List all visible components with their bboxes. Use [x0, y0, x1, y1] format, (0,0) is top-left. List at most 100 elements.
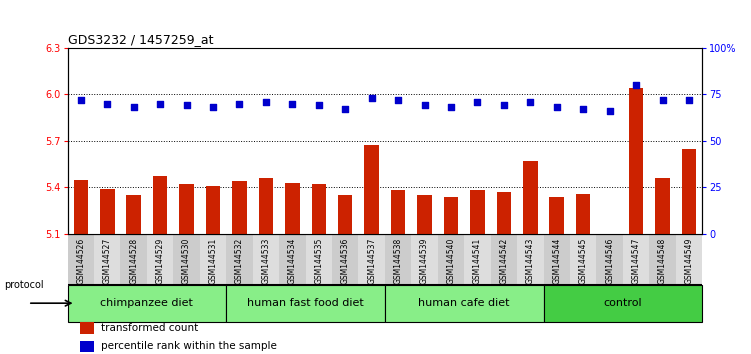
Text: GSM144527: GSM144527: [103, 238, 112, 284]
Bar: [470, 190, 484, 234]
Bar: [120, 234, 147, 285]
Bar: [279, 234, 306, 285]
Bar: [496, 192, 511, 234]
Point: [154, 101, 166, 107]
Point: [472, 99, 484, 104]
Bar: [173, 234, 200, 285]
Text: GSM144547: GSM144547: [632, 238, 641, 284]
Text: GDS3232 / 1457259_at: GDS3232 / 1457259_at: [68, 33, 213, 46]
Bar: [332, 234, 358, 285]
Bar: [656, 178, 670, 234]
Bar: [74, 179, 88, 234]
Text: GSM144539: GSM144539: [420, 238, 429, 284]
Bar: [200, 234, 226, 285]
Bar: [232, 181, 247, 234]
Bar: [576, 194, 590, 234]
Bar: [80, 322, 94, 334]
Bar: [147, 234, 173, 285]
Bar: [418, 195, 432, 234]
Bar: [544, 234, 570, 285]
Bar: [252, 234, 279, 285]
Bar: [68, 285, 226, 322]
Point: [75, 97, 87, 103]
Bar: [100, 189, 114, 234]
Bar: [385, 234, 412, 285]
Text: transformed count: transformed count: [101, 323, 198, 333]
Bar: [517, 234, 544, 285]
Point: [604, 108, 616, 114]
Point: [392, 97, 404, 103]
Bar: [464, 234, 490, 285]
Point: [524, 99, 536, 104]
Text: GSM144549: GSM144549: [684, 238, 693, 284]
Bar: [523, 161, 538, 234]
Bar: [444, 196, 458, 234]
Bar: [258, 178, 273, 234]
Text: GSM144543: GSM144543: [526, 238, 535, 284]
Text: chimpanzee diet: chimpanzee diet: [101, 298, 193, 308]
Point: [339, 106, 351, 112]
Point: [656, 97, 668, 103]
Bar: [358, 234, 385, 285]
Text: GSM144542: GSM144542: [499, 238, 508, 284]
Text: GSM144533: GSM144533: [261, 238, 270, 284]
Bar: [438, 234, 464, 285]
Point: [630, 82, 642, 88]
Text: GSM144528: GSM144528: [129, 238, 138, 284]
Point: [286, 101, 298, 107]
Bar: [285, 183, 300, 234]
Text: GSM144540: GSM144540: [447, 238, 456, 284]
Text: human cafe diet: human cafe diet: [418, 298, 510, 308]
Point: [578, 106, 590, 112]
Text: percentile rank within the sample: percentile rank within the sample: [101, 342, 276, 352]
Point: [260, 99, 272, 104]
Bar: [338, 195, 352, 234]
Text: GSM144529: GSM144529: [155, 238, 164, 284]
Point: [418, 103, 430, 108]
Bar: [623, 234, 650, 285]
Point: [366, 95, 378, 101]
Bar: [68, 234, 94, 285]
Bar: [676, 234, 702, 285]
Point: [180, 103, 192, 108]
Text: GSM144535: GSM144535: [314, 238, 323, 284]
Bar: [391, 190, 406, 234]
Text: GSM144537: GSM144537: [367, 238, 376, 284]
Bar: [306, 234, 332, 285]
Bar: [179, 184, 194, 234]
Bar: [364, 145, 379, 234]
Point: [207, 104, 219, 110]
Text: GSM144536: GSM144536: [341, 238, 350, 284]
Bar: [650, 234, 676, 285]
Bar: [629, 88, 644, 234]
Text: GSM144530: GSM144530: [182, 238, 191, 284]
Bar: [550, 196, 564, 234]
Text: GSM144534: GSM144534: [288, 238, 297, 284]
Bar: [385, 285, 544, 322]
Text: human fast food diet: human fast food diet: [247, 298, 364, 308]
Bar: [226, 234, 252, 285]
Bar: [544, 285, 702, 322]
Text: GSM144544: GSM144544: [552, 238, 561, 284]
Point: [312, 103, 324, 108]
Point: [683, 97, 695, 103]
Bar: [682, 149, 696, 234]
Bar: [153, 177, 167, 234]
Bar: [490, 234, 517, 285]
Text: GSM144532: GSM144532: [235, 238, 244, 284]
Bar: [126, 195, 141, 234]
Text: GSM144541: GSM144541: [473, 238, 482, 284]
Bar: [94, 234, 120, 285]
Text: GSM144548: GSM144548: [658, 238, 667, 284]
Text: control: control: [604, 298, 642, 308]
Text: GSM144526: GSM144526: [77, 238, 86, 284]
Point: [445, 104, 457, 110]
Point: [128, 104, 140, 110]
Bar: [570, 234, 596, 285]
Bar: [206, 186, 220, 234]
Point: [234, 101, 246, 107]
Bar: [312, 184, 326, 234]
Bar: [80, 341, 94, 352]
Text: GSM144531: GSM144531: [209, 238, 218, 284]
Bar: [226, 285, 385, 322]
